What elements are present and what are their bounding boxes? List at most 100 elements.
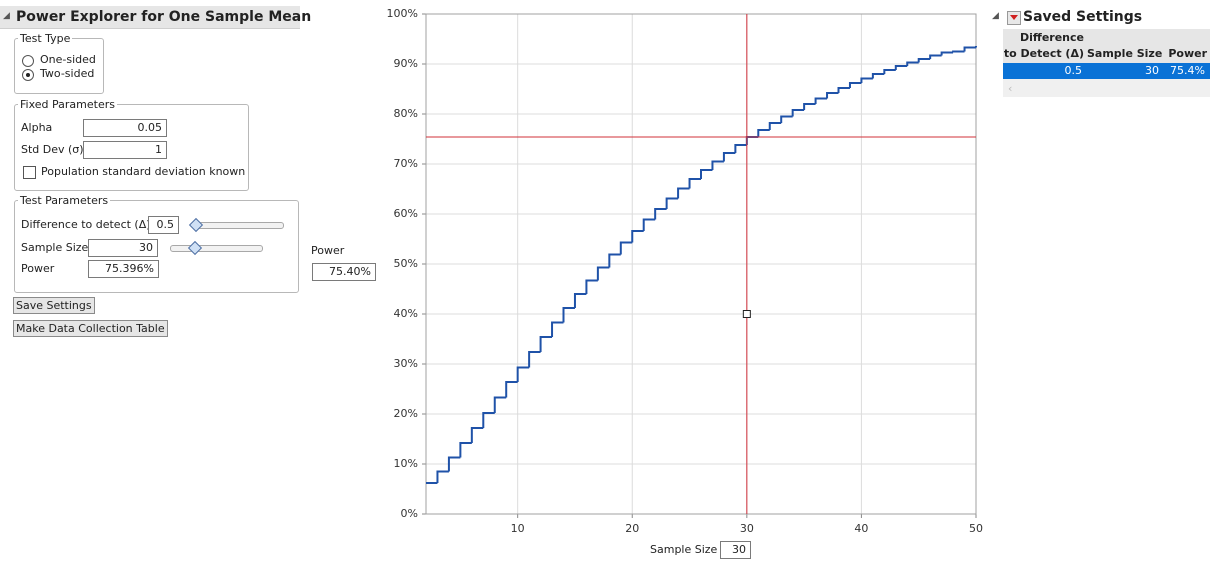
step — [871, 73, 885, 79]
cell: 0.5 — [1064, 64, 1083, 77]
group-label: Test Parameters — [18, 194, 111, 207]
step — [791, 109, 805, 117]
step — [803, 103, 816, 110]
power-label: Power — [311, 244, 345, 257]
table-header — [1003, 29, 1210, 63]
step — [493, 396, 507, 413]
cell: 75.4% — [1170, 64, 1205, 77]
column-header: to Detect (Δ) — [1003, 47, 1084, 60]
power-readout: 75.40% — [312, 263, 376, 281]
step — [837, 87, 850, 93]
saved-title: Saved Settings — [1023, 9, 1143, 25]
row-highlight[interactable] — [1003, 63, 1210, 79]
step — [780, 115, 793, 123]
step — [757, 129, 770, 137]
cell: 30 — [1145, 64, 1159, 77]
y-tick-label: 0% — [401, 507, 418, 520]
checkbox-label: Population standard deviation known — [41, 165, 246, 178]
step — [722, 152, 736, 162]
step — [596, 266, 610, 281]
field-label: Difference to detect (Δ) — [21, 218, 151, 231]
x-tick-label: 20 — [625, 522, 639, 535]
scroll-arrow[interactable]: ‹ — [1008, 82, 1013, 95]
disclosure[interactable]: ◢ — [3, 11, 10, 21]
column-header: Difference — [1020, 31, 1084, 44]
step — [665, 197, 679, 209]
step — [677, 187, 690, 199]
y-tick-label: 30% — [394, 357, 418, 370]
step — [551, 321, 564, 337]
power-output: 75.396% — [88, 260, 159, 278]
sd-input[interactable]: 1 — [83, 141, 167, 159]
x-input[interactable]: 30 — [720, 541, 751, 559]
radio[interactable] — [22, 55, 34, 67]
step — [528, 351, 541, 368]
n-input[interactable]: 30 — [88, 239, 158, 257]
field-label: Sample Size — [21, 241, 89, 254]
button[interactable]: Save Settings — [13, 297, 95, 314]
alpha-input[interactable]: 0.05 — [83, 119, 167, 137]
button[interactable]: Make Data Collection Table — [13, 320, 168, 337]
step — [711, 160, 724, 170]
step — [447, 456, 461, 472]
step — [619, 241, 633, 255]
menu-icon[interactable] — [1007, 11, 1021, 25]
step — [436, 470, 449, 483]
x-tick-label: 10 — [511, 522, 525, 535]
disclosure[interactable]: ◢ — [992, 11, 999, 21]
column-header: Power — [1168, 47, 1207, 60]
checkbox[interactable] — [23, 166, 36, 179]
panel-title: Power Explorer for One Sample Mean — [16, 9, 312, 25]
step — [573, 293, 587, 308]
step — [826, 92, 839, 99]
step — [952, 50, 965, 53]
step — [917, 58, 931, 63]
column-header: Sample Size — [1087, 47, 1163, 60]
x-tick-label: 50 — [969, 522, 983, 535]
field-label: Power — [21, 262, 55, 275]
step — [734, 144, 747, 153]
step — [562, 307, 575, 323]
group-label: Fixed Parameters — [18, 98, 117, 111]
chart: 0% 10% 20% 30% 40% 50% 60% 70% 80% 90% 100% 10 20 30 4… — [387, 7, 983, 535]
step — [700, 169, 713, 179]
step — [848, 82, 862, 88]
y-tick-label: 20% — [394, 407, 418, 420]
step — [768, 122, 782, 130]
step — [631, 230, 644, 243]
radio[interactable] — [22, 69, 34, 81]
y-tick-label: 60% — [394, 207, 418, 220]
group-label: Test Type — [18, 32, 73, 45]
step — [906, 61, 919, 66]
radio-label: One-sided — [40, 53, 96, 66]
step — [688, 178, 701, 189]
handle[interactable] — [742, 310, 751, 318]
field-label: Alpha — [21, 121, 53, 134]
step — [516, 366, 530, 382]
step — [608, 253, 621, 268]
step — [654, 208, 667, 220]
y-tick-label: 10% — [394, 457, 418, 470]
step — [940, 51, 954, 56]
step — [883, 69, 896, 74]
fixed-group — [14, 104, 249, 191]
field-label: Std Dev (σ) — [21, 143, 84, 156]
radio-dot — [26, 73, 30, 77]
radio-label: Two-sided — [40, 67, 95, 80]
y-tick-label: 70% — [394, 157, 418, 170]
diff-input[interactable]: 0.5 — [148, 216, 179, 234]
title-bar — [0, 6, 300, 29]
plot-frame — [425, 13, 977, 515]
slider[interactable] — [170, 245, 263, 252]
y-tick-label: 50% — [394, 257, 418, 270]
step — [585, 279, 598, 294]
step — [539, 336, 553, 352]
x-axis-label: Sample Size — [650, 543, 718, 556]
step — [642, 218, 656, 231]
step — [814, 97, 828, 104]
step — [894, 65, 908, 70]
x-tick-label: 40 — [854, 522, 868, 535]
x-tick-label: 30 — [740, 522, 754, 535]
y-tick-label: 80% — [394, 107, 418, 120]
